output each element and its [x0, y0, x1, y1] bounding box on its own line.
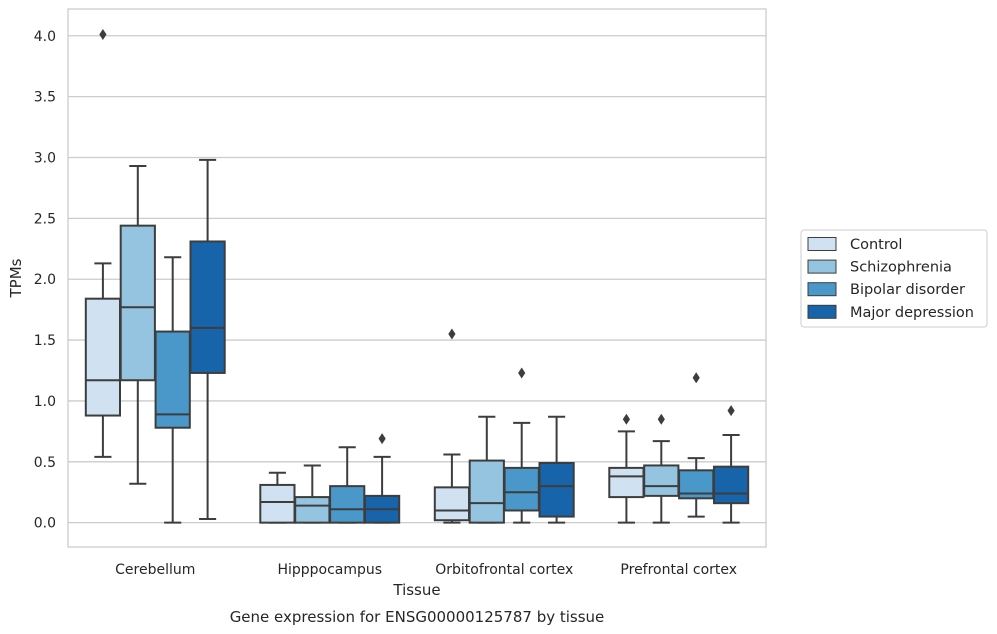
- box-schizophrenia: [468, 415, 505, 524]
- y-tick-label: 0.5: [34, 455, 56, 471]
- legend-frame: [800, 229, 988, 328]
- box-schizophrenia: [294, 464, 331, 524]
- legend-label: Major depression: [850, 305, 974, 321]
- x-tick-label: Cerebellum: [115, 562, 195, 578]
- outlier-point: [727, 405, 735, 417]
- y-tick-label: 1.0: [34, 394, 56, 410]
- box-body: [538, 462, 575, 518]
- box-bipolar-disorder: [329, 446, 366, 524]
- box-body: [294, 496, 331, 524]
- box-body: [154, 330, 191, 429]
- x-tick-label: Hipppocampus: [277, 562, 382, 578]
- box-major-depression: [712, 405, 750, 524]
- x-tick-label: Prefrontal cortex: [620, 562, 737, 578]
- y-tick-label: 3.5: [34, 90, 56, 106]
- outlier-point: [99, 29, 107, 41]
- y-tick-label: 1.5: [34, 333, 56, 349]
- box-body: [608, 466, 645, 499]
- legend-swatch: [807, 259, 837, 274]
- box-body: [712, 465, 750, 505]
- box-major-depression: [189, 158, 226, 521]
- box-body: [433, 486, 471, 522]
- box-bipolar-disorder: [678, 372, 715, 518]
- y-tick-label: 4.0: [34, 29, 56, 45]
- legend-swatch: [807, 304, 837, 319]
- box-body: [329, 485, 366, 524]
- outlier-point: [448, 328, 456, 340]
- outlier-point: [657, 413, 665, 425]
- y-tick-label: 0.0: [34, 516, 56, 532]
- legend-label: Control: [850, 237, 902, 253]
- box-body: [503, 466, 540, 512]
- x-tick-labels: Cerebellum Hipppocampus Orbitofrontal cort…: [115, 562, 737, 578]
- box-bipolar-disorder: [503, 367, 540, 524]
- legend-items: Control Schizophrenia Bipolar disorder Majo…: [807, 237, 974, 321]
- x-axis-label: Tissue: [392, 581, 440, 599]
- box-body: [643, 464, 680, 497]
- box-body: [259, 483, 296, 524]
- y-tick-labels: 0.0 0.5 1.0 1.5 2.0 2.5 3.0 3.5 4.0: [34, 29, 56, 532]
- box-body: [189, 240, 226, 374]
- box-body: [468, 459, 505, 524]
- boxes: [84, 29, 750, 524]
- legend-swatch: [807, 237, 837, 251]
- x-tick-label: Orbitofrontal cortex: [435, 562, 573, 578]
- y-axis-label: TPMs: [7, 258, 25, 298]
- outlier-point: [378, 433, 386, 445]
- box-control: [608, 413, 645, 524]
- box-schizophrenia: [643, 413, 680, 524]
- plot-area-frame: [67, 8, 767, 548]
- box-major-depression: [363, 433, 401, 524]
- y-tick-label: 3.0: [34, 150, 56, 166]
- outlier-point: [622, 413, 630, 425]
- box-schizophrenia: [119, 165, 156, 485]
- box-body: [119, 224, 156, 382]
- box-major-depression: [538, 415, 575, 524]
- box-control: [259, 471, 296, 524]
- y-tick-label: 2.5: [34, 211, 56, 227]
- legend: Control Schizophrenia Bipolar disorder Majo…: [800, 229, 988, 328]
- box-control: [433, 328, 471, 524]
- chart-caption: Gene expression for ENSG00000125787 by t…: [230, 608, 605, 626]
- legend-swatch: [807, 282, 837, 297]
- box-body: [84, 297, 122, 417]
- legend-label: Bipolar disorder: [850, 282, 965, 298]
- outlier-point: [692, 372, 700, 384]
- box-control: [84, 29, 122, 458]
- box-bipolar-disorder: [154, 256, 191, 524]
- y-tick-label: 2.0: [34, 272, 56, 288]
- legend-label: Schizophrenia: [850, 260, 952, 276]
- outlier-point: [518, 367, 526, 379]
